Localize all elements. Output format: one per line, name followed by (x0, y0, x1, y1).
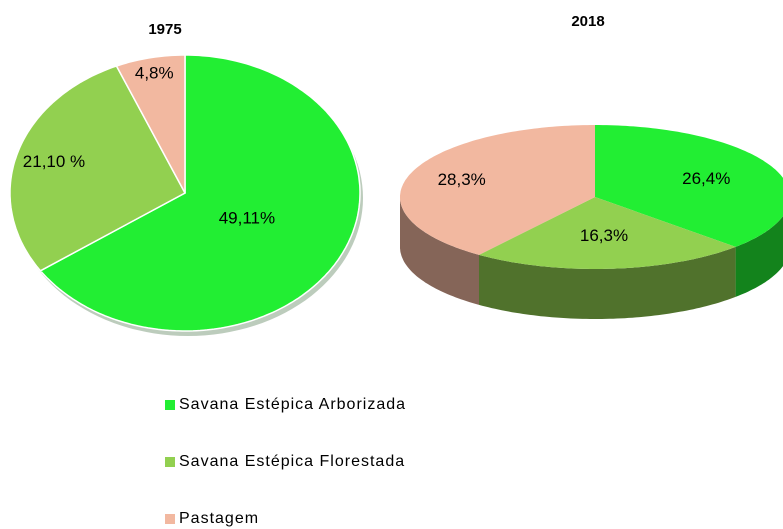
slice-side (479, 246, 736, 319)
legend-label: Pastagem (179, 510, 259, 527)
chart-title: 2018 (571, 13, 604, 30)
pie-slice (479, 197, 736, 269)
pie-slice (39, 54, 361, 332)
legend-swatch (165, 514, 175, 524)
data-label: 49,11% (219, 208, 275, 227)
data-label: 16,3% (580, 226, 628, 245)
slice-side (735, 216, 783, 297)
pie-slice (595, 125, 783, 247)
chart-title: 1975 (148, 21, 181, 38)
legend-swatch (165, 400, 175, 410)
slice-side (400, 197, 479, 305)
data-label: 21,10 % (23, 152, 85, 171)
data-label: 26,4% (682, 169, 730, 188)
data-label: 4,8% (135, 63, 174, 82)
pie-slice (400, 125, 595, 255)
legend-swatch (165, 457, 175, 467)
pie-slice (9, 65, 187, 272)
data-label: 28,3% (438, 170, 486, 189)
legend-label: Savana Estépica Florestada (179, 453, 405, 470)
pie-slice (115, 54, 186, 194)
legend-label: Savana Estépica Arborizada (179, 396, 406, 413)
